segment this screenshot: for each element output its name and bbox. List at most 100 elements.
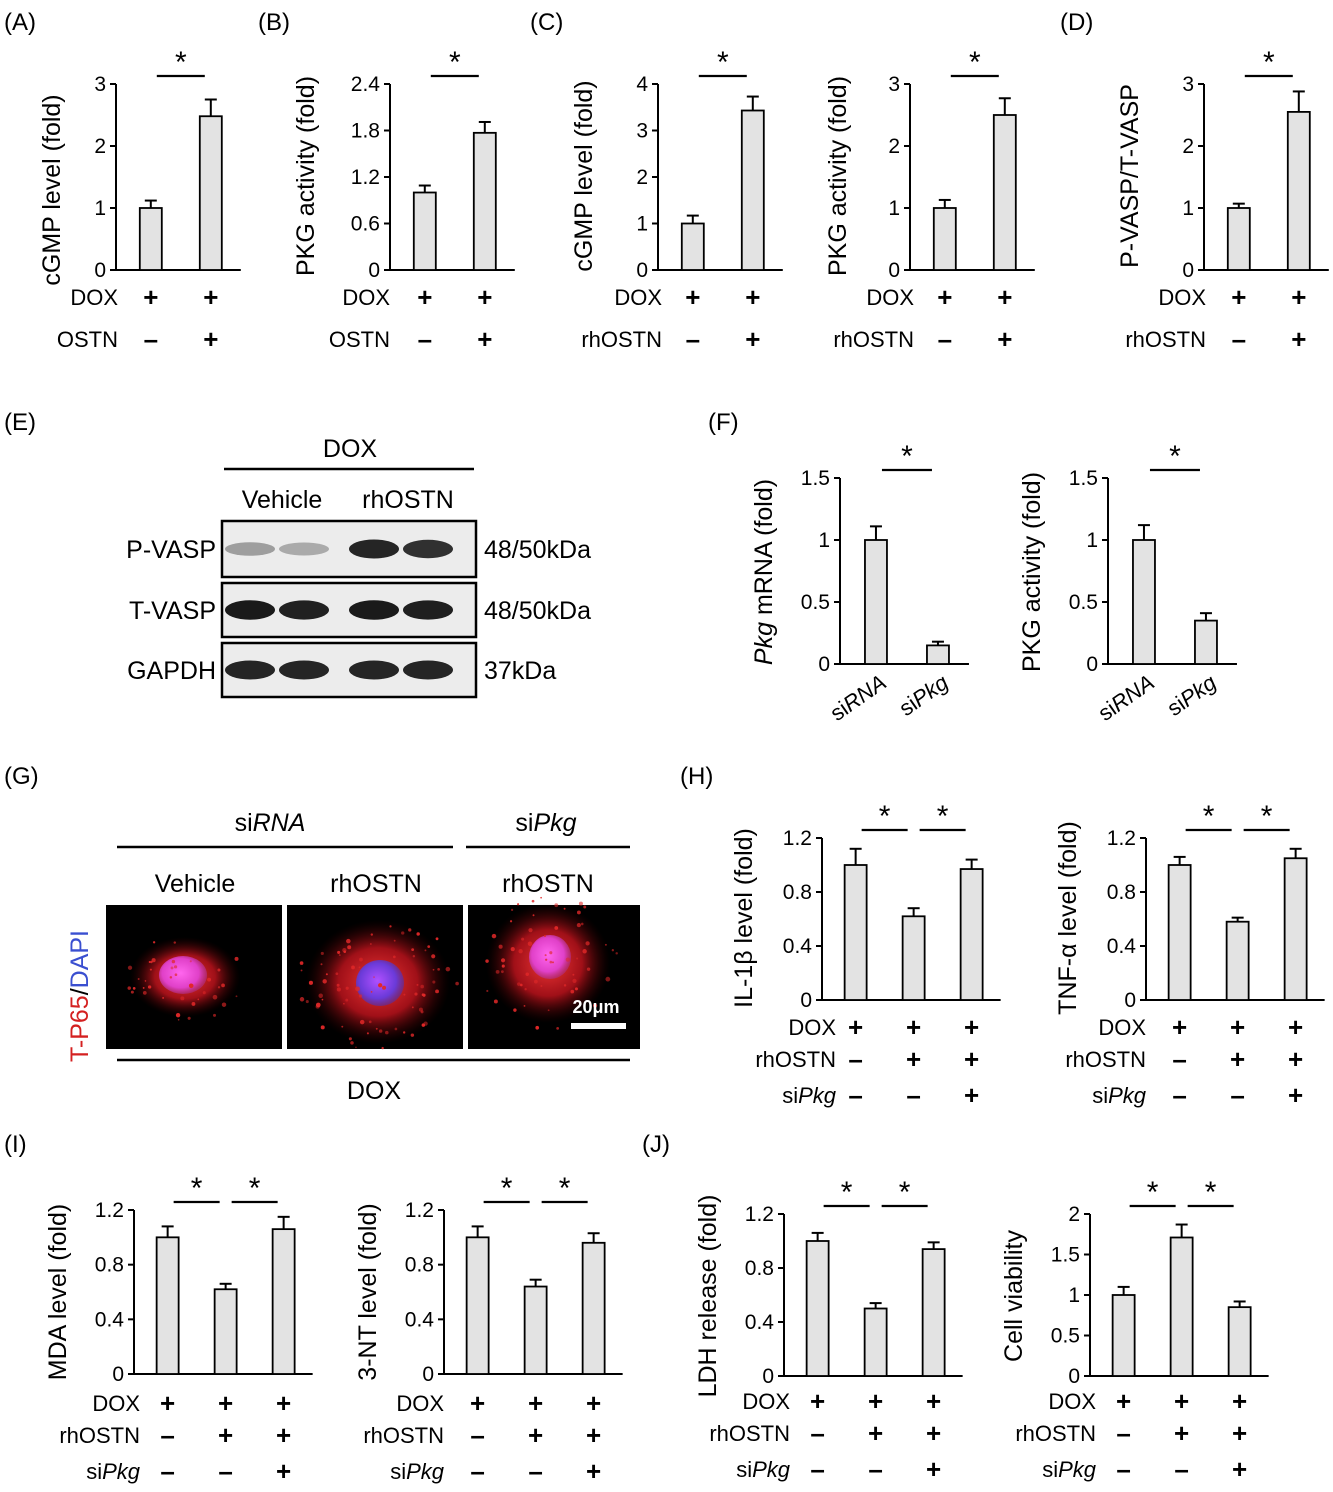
panel-label-f: (F): [708, 409, 739, 436]
y-axis-label: IL-1β level (fold): [730, 828, 758, 1008]
bar: [680, 222, 705, 271]
y-tick-label: 0: [112, 1363, 124, 1386]
y-tick-label: 2: [1182, 135, 1194, 158]
condition-sign: +: [160, 1388, 175, 1418]
y-tick-label: 0: [1124, 989, 1136, 1012]
y-tick-label: 1.5: [1069, 467, 1098, 490]
speckle: [336, 987, 341, 992]
y-tick-label: 0: [762, 1365, 774, 1388]
speckle: [528, 928, 533, 933]
condition-label: DOX: [788, 1015, 836, 1040]
speckle: [235, 995, 238, 998]
bar: [864, 539, 888, 665]
category-label: siRNA: [1093, 670, 1158, 726]
category-label: siPkg: [1162, 669, 1221, 721]
bar: [926, 644, 950, 665]
speckle: [177, 1018, 180, 1021]
panel-label-h: (H): [680, 763, 713, 790]
speckle: [416, 932, 420, 936]
speckle: [300, 969, 303, 972]
speckle: [552, 961, 554, 964]
bar: [1132, 539, 1156, 665]
speckle: [431, 954, 436, 959]
y-tick-label: 0: [94, 259, 106, 282]
y-tick-label: 4: [636, 73, 648, 96]
significance-star: *: [1147, 1176, 1159, 1209]
condition-sign: +: [1291, 324, 1306, 354]
condition-label: rhOSTN: [755, 1047, 836, 1072]
speckle: [212, 994, 218, 1000]
speckle: [572, 973, 575, 976]
speckle: [174, 973, 178, 977]
speckle: [611, 949, 615, 952]
blot-band: [349, 600, 399, 620]
speckle: [187, 1016, 191, 1020]
condition-sign: –: [528, 1456, 542, 1486]
chart-d: 0 1 2 3 P-VASP/T-VASP * DOX + + rhOSTN – +: [1116, 46, 1329, 354]
condition-sign: +: [745, 282, 760, 312]
significance-star: *: [501, 1172, 513, 1205]
condition-sign: +: [848, 1012, 863, 1042]
condition-sign: +: [1288, 1080, 1303, 1110]
speckle: [325, 973, 328, 976]
speckle: [604, 943, 607, 946]
condition-sign: –: [1232, 324, 1246, 354]
bar: [213, 1288, 238, 1375]
speckle: [389, 925, 392, 928]
condition-sign: +: [586, 1420, 601, 1450]
y-tick-label: 1.2: [745, 1203, 774, 1226]
condition-sign: +: [868, 1386, 883, 1416]
condition-label: OSTN: [57, 327, 118, 352]
y-tick-label: 1.2: [405, 1199, 434, 1222]
speckle: [445, 966, 451, 972]
speckle: [540, 985, 543, 988]
condition-sign: +: [276, 1420, 291, 1450]
y-tick-label: 0.4: [1107, 935, 1137, 958]
speckle: [501, 964, 505, 968]
speckle: [549, 960, 553, 964]
y-tick-label: 0.8: [405, 1254, 434, 1277]
scale-bar-label: 20μm: [572, 997, 619, 1017]
y-tick-label: 0.5: [801, 591, 830, 614]
speckle: [540, 896, 542, 899]
condition-sign: –: [144, 324, 158, 354]
condition-sign: +: [964, 1012, 979, 1042]
speckle: [592, 1003, 598, 1008]
speckle: [171, 959, 176, 964]
speckle: [144, 980, 147, 982]
y-tick-label: 0.4: [405, 1308, 435, 1331]
condition-label: siPkg: [1042, 1457, 1097, 1482]
condition-label: DOX: [396, 1391, 444, 1416]
significance-star: *: [841, 1176, 853, 1209]
speckle: [299, 961, 304, 965]
y-tick-label: 1: [1068, 1284, 1080, 1307]
y-tick-label: 1.2: [351, 166, 380, 189]
condition-sign: +: [1288, 1012, 1303, 1042]
condition-sign: +: [926, 1418, 941, 1448]
speckle: [175, 1013, 181, 1018]
speckle: [370, 933, 373, 936]
bar: [1169, 1236, 1194, 1377]
speckle: [517, 982, 521, 986]
y-tick-label: 0: [1182, 259, 1194, 282]
condition-sign: +: [477, 282, 492, 312]
condition-sign: –: [810, 1454, 824, 1484]
speckle: [547, 1009, 550, 1012]
speckle: [142, 987, 145, 989]
bar: [932, 207, 957, 271]
speckle: [545, 958, 548, 961]
y-tick-label: 1.5: [1051, 1244, 1080, 1267]
condition-sign: –: [1174, 1454, 1188, 1484]
speckle: [207, 977, 212, 982]
speckle: [338, 954, 341, 957]
micro-col-vehicle: Vehicle: [155, 870, 236, 898]
condition-sign: –: [848, 1044, 862, 1074]
y-tick-label: 0.6: [351, 213, 380, 236]
speckle: [130, 990, 134, 994]
y-tick-label: 1: [888, 197, 900, 220]
y-axis-label: TNF-α level (fold): [1054, 821, 1082, 1015]
condition-sign: +: [964, 1080, 979, 1110]
cell-1: [130, 937, 240, 1017]
speckle: [320, 951, 324, 956]
